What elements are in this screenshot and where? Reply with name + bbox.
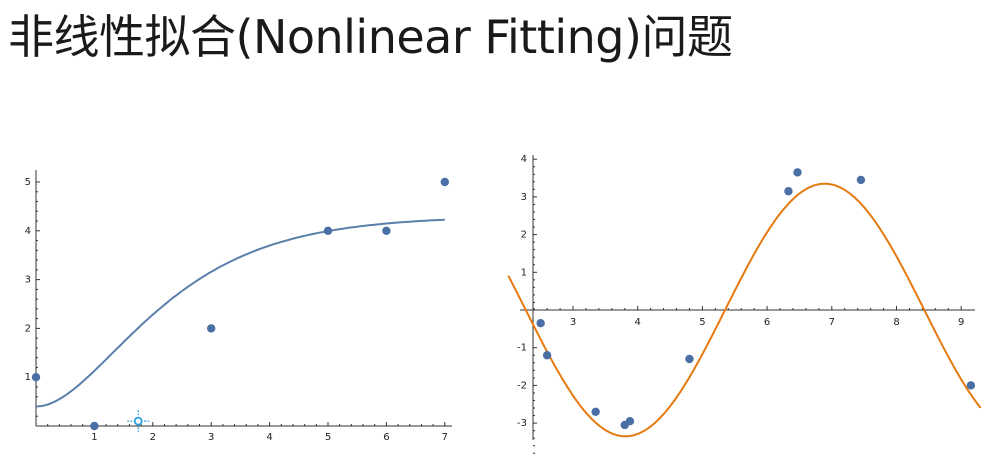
y-tick-label: 5 <box>25 177 31 188</box>
data-point <box>625 417 635 426</box>
data-point <box>382 226 391 235</box>
data-point <box>207 324 216 333</box>
y-tick-label: 1 <box>25 372 31 383</box>
right-chart: 3 4 5 6 7 8 9 4 3 2 1 -1 -2 -3 <box>507 154 982 454</box>
cursor-marker <box>133 416 143 426</box>
x-tick-label: 1 <box>91 432 97 443</box>
data-point <box>536 318 545 328</box>
y-tick-label: 1 <box>521 267 527 278</box>
x-tick-label: 5 <box>699 317 705 328</box>
data-point <box>856 175 866 185</box>
y-tick-label: 3 <box>521 192 527 203</box>
page-title: 非线性拟合(Nonlinear Fitting)问题 <box>8 10 733 64</box>
data-point <box>542 351 552 360</box>
data-point <box>31 373 41 382</box>
x-tick-label: 5 <box>325 432 331 443</box>
data-point <box>685 354 694 364</box>
y-tick-label: 4 <box>25 226 31 237</box>
x-tick-label: 7 <box>829 317 835 328</box>
data-point <box>784 187 793 196</box>
data-point <box>323 226 333 235</box>
data-point <box>90 421 99 431</box>
x-tick-label: 4 <box>266 432 272 443</box>
y-tick-label: 2 <box>521 230 527 241</box>
x-tick-label: 7 <box>442 432 448 443</box>
x-tick-label: 9 <box>958 317 964 328</box>
data-point <box>591 407 600 416</box>
x-tick-label: 8 <box>893 317 899 328</box>
y-tick-label: -2 <box>517 380 527 391</box>
x-tick-label: 4 <box>635 317 641 328</box>
y-tick-label: 4 <box>521 154 527 165</box>
y-tick-label: 3 <box>25 275 31 286</box>
x-tick-label: 2 <box>150 432 156 443</box>
y-tick-label: -1 <box>517 343 527 354</box>
fit-curve <box>35 218 445 408</box>
fit-curve <box>507 182 982 438</box>
x-tick-label: 6 <box>764 317 770 328</box>
y-tick-label: -3 <box>517 418 527 429</box>
data-point <box>440 177 449 187</box>
left-chart: 1 2 3 4 5 6 7 1 2 3 4 5 <box>25 170 452 443</box>
x-tick-label: 6 <box>383 432 389 443</box>
y-tick-label: 2 <box>25 323 31 334</box>
x-tick-label: 3 <box>570 317 576 328</box>
data-point <box>966 381 976 390</box>
x-tick-label: 3 <box>208 432 214 443</box>
data-point <box>793 168 802 177</box>
